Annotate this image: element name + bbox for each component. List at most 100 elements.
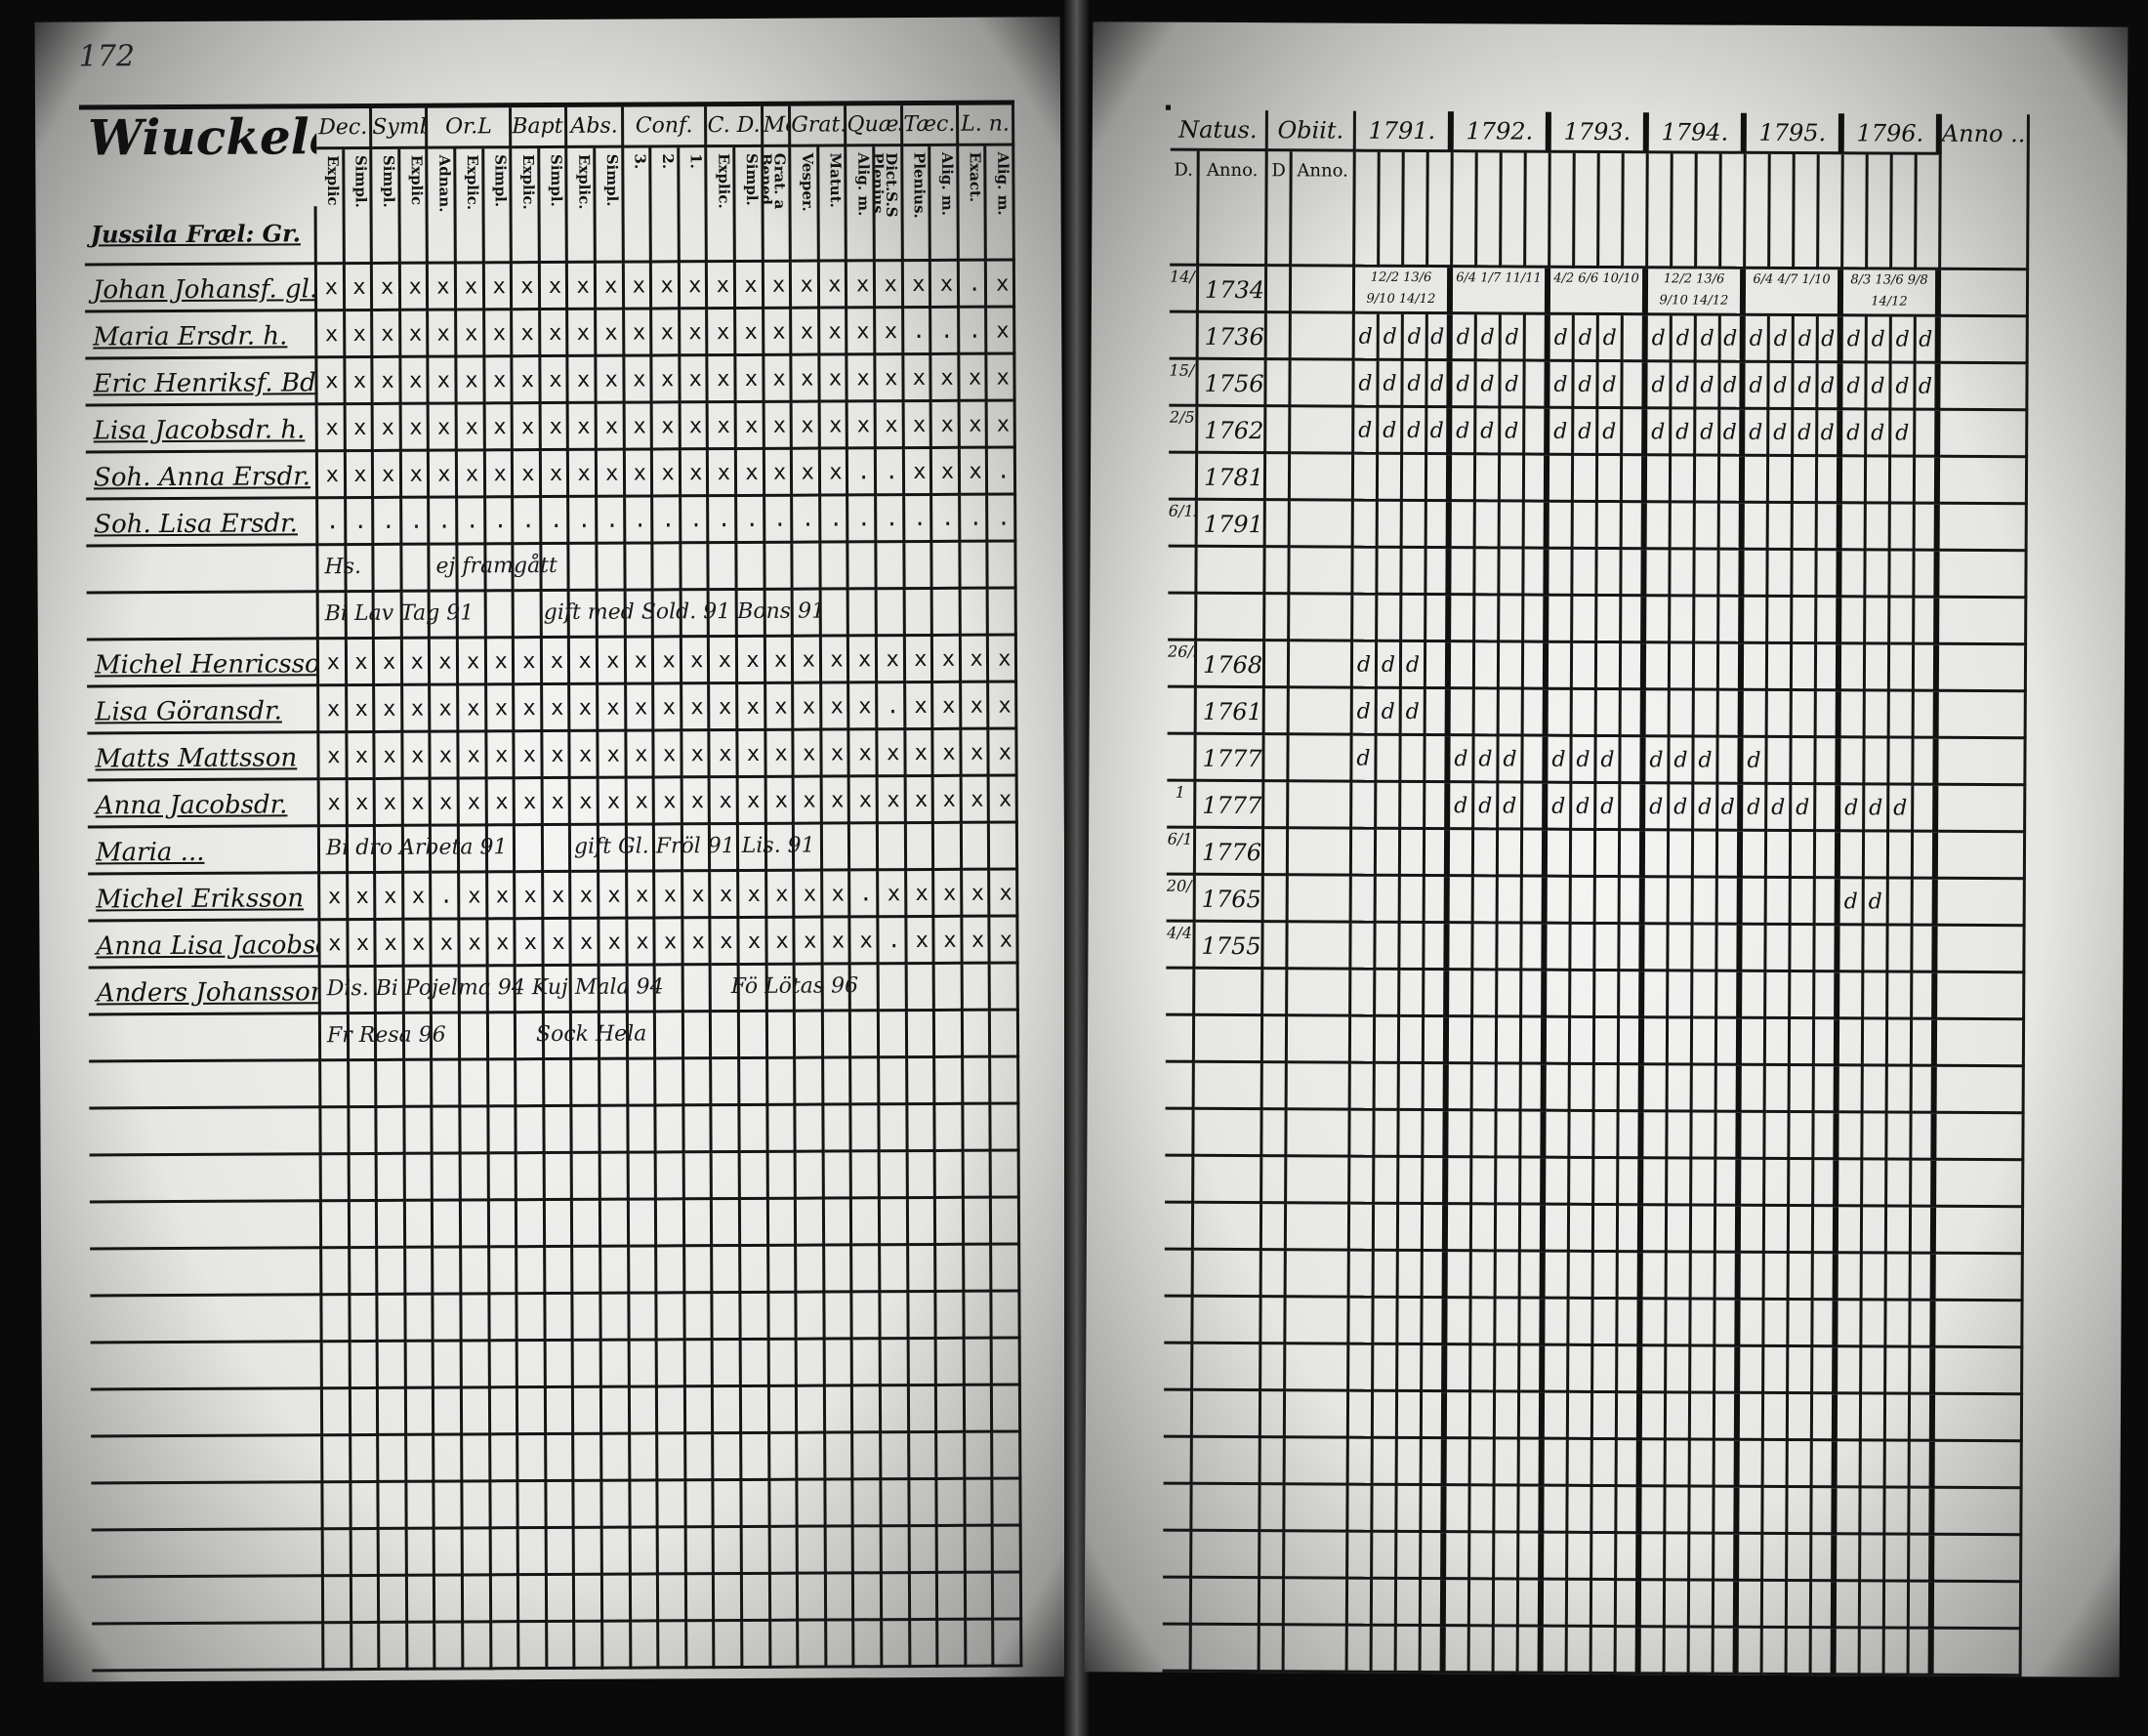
communion-mark [1814,1113,1839,1161]
register-cell [910,1620,939,1669]
communion-mark [1450,689,1475,737]
register-cell [880,1105,909,1153]
communion-mark [1496,1345,1521,1393]
communion-mark [1423,1299,1448,1346]
register-cell [742,1527,771,1575]
birth-year [1191,1625,1260,1674]
communion-mark [1451,549,1476,597]
communion-mark [1472,1064,1498,1112]
communion-mark [1522,971,1548,1018]
register-cell [770,1574,800,1622]
register-cell [517,1295,547,1343]
register-cell [628,1059,657,1107]
communion-mark [1595,877,1621,926]
communion-mark [1401,735,1426,784]
communion-mark [1571,924,1596,971]
register-cell [938,1573,967,1621]
register-cell [684,1153,714,1201]
communion-mark [1569,1252,1594,1300]
communion-mark [1469,1580,1496,1628]
communion-mark [1909,1582,1935,1630]
communion-mark: d [1427,361,1453,409]
communion-mark [1866,598,1891,645]
communion-mark [1817,457,1843,505]
register-cell [407,1623,436,1671]
communion-mark: d [1647,315,1673,363]
communion-mark [1573,596,1598,643]
communion-mark [1837,1535,1862,1583]
birth-year: 1781 [1197,453,1267,502]
register-cell [575,1575,604,1623]
communion-mark [1841,504,1867,552]
death-year [1285,1391,1350,1439]
death-year [1287,1016,1352,1064]
communion-mark [1886,1207,1913,1255]
communion-mark [1352,782,1378,830]
register-marks: xxxxxxxxxxxxxxxxxxxxxxxxx [325,412,1024,441]
register-cell [547,1528,576,1577]
register-cell [824,1152,853,1200]
communion-mark [1497,1064,1522,1112]
communion-mark: d [1549,361,1575,409]
register-cell [852,1293,882,1341]
register-cell [712,1105,741,1154]
register-cell [379,1482,408,1530]
date-subheader: D [1267,151,1293,268]
register-cell [853,1480,883,1528]
register-cell [545,1153,574,1202]
register-cell [770,1621,800,1669]
communion-mark [1914,644,1940,692]
anno-cell [1937,879,2026,928]
year-subcolumn [1746,153,1771,269]
register-cell [742,1574,771,1622]
register-cell [572,1106,601,1154]
communion-mark [1521,1017,1548,1065]
register-cell [350,1154,379,1203]
register-marks: ......................... [325,506,1025,535]
header-group: Grat. [791,105,847,147]
communion-mark [1617,1440,1642,1488]
death-year [1289,641,1354,689]
communion-mark [1350,1157,1376,1205]
communion-mark [1646,597,1672,644]
communion-mark [1423,1205,1449,1253]
register-cell [685,1434,715,1482]
communion-mark [1861,1535,1886,1583]
communion-mark [1620,878,1645,926]
register-cell [715,1527,743,1576]
communion-mark [1665,1628,1690,1675]
communion-mark [1597,455,1624,504]
header-subcolumn: Simpl. [483,148,514,265]
header-group: Bapt. [512,106,568,149]
communion-mark [1469,1627,1495,1674]
register-cell [714,1433,743,1482]
communion-mark [1910,1488,1935,1536]
register-cell [630,1387,659,1435]
communion-mark: d [1867,363,1892,411]
birth-year [1193,1203,1263,1252]
communion-mark [1813,1301,1838,1348]
communion-mark [1495,1533,1520,1581]
communion-mark [1470,1439,1496,1487]
communion-mark [1890,457,1917,505]
communion-mark [1865,644,1891,692]
register-cell [907,1011,936,1059]
register-cell [992,1151,1020,1199]
year-subcolumn [1477,152,1503,269]
register-cell [490,1388,519,1436]
death-year [1286,1251,1350,1299]
communion-mark [1884,1582,1911,1630]
anno-cell [1936,1066,2025,1115]
death-year [1288,970,1352,1017]
communion-mark [1498,971,1523,1018]
communion-mark [1693,831,1719,879]
communion-mark [1838,1066,1864,1114]
register-cell [631,1528,660,1576]
communion-mark [1838,1347,1863,1395]
communion-mark [1567,1580,1593,1628]
register-cell [797,1340,826,1387]
register-cell [377,1154,406,1202]
birth-year: 1755 [1195,922,1264,971]
register-cell [965,1385,994,1433]
register-cell [768,1293,798,1341]
